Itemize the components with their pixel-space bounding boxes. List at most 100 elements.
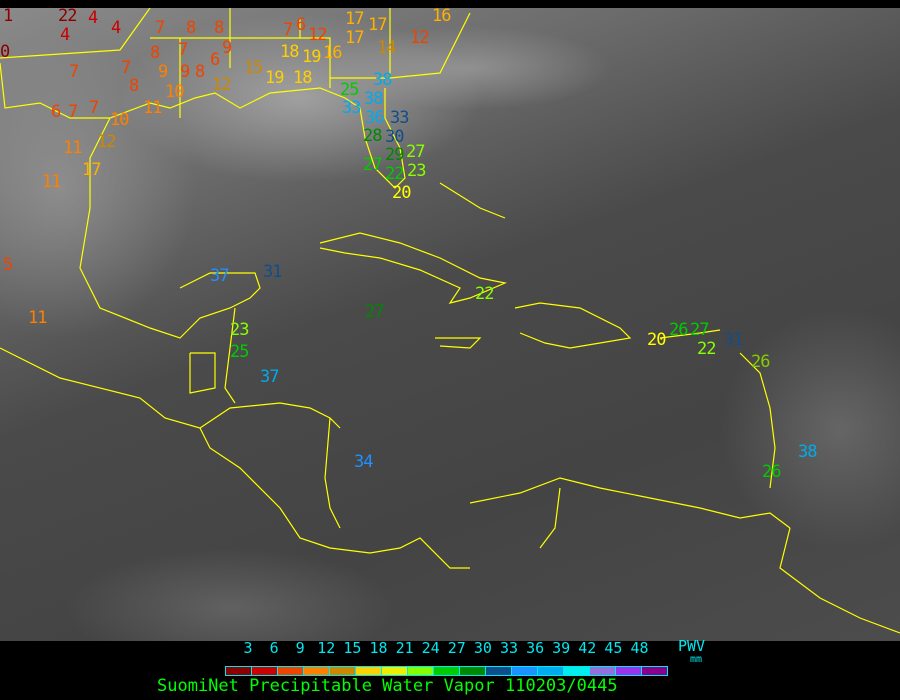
- legend-unit-mm: mm: [690, 654, 703, 665]
- station-pwv-label: 16: [323, 43, 343, 63]
- station-pwv-label: 20: [647, 330, 667, 350]
- coastline: [389, 12, 471, 79]
- station-pwv-label: 37: [210, 266, 230, 286]
- station-pwv-label: 16: [432, 8, 452, 26]
- coastline: [319, 232, 508, 304]
- station-pwv-label: 34: [354, 452, 374, 472]
- station-pwv-label: 7: [121, 58, 131, 78]
- legend-swatch: [486, 667, 512, 675]
- station-pwv-label: 26: [762, 462, 782, 482]
- station-pwv-label: 11: [42, 172, 62, 192]
- coastline: [324, 417, 341, 529]
- station-pwv-label: 7: [69, 62, 79, 82]
- station-pwv-label: 7: [89, 98, 99, 118]
- station-pwv-label: 37: [260, 367, 280, 387]
- legend-swatch: [278, 667, 304, 675]
- coastline: [0, 347, 470, 569]
- legend-swatch: [590, 667, 616, 675]
- station-pwv-label: 29: [385, 145, 405, 165]
- legend-swatch: [616, 667, 642, 675]
- legend-tick-label: 24: [421, 639, 440, 657]
- station-pwv-label: 8: [195, 62, 205, 82]
- station-pwv-label: 12: [308, 25, 328, 45]
- coastlines: [0, 8, 900, 634]
- station-pwv-label: 17: [345, 9, 365, 29]
- legend-tick-label: 18: [369, 639, 388, 657]
- station-pwv-label: 33: [390, 108, 410, 128]
- station-pwv-label: 5: [3, 255, 13, 275]
- satellite-image: 1 22 4 4 4 0 7 8 8 7 9 8 7 7 9 9 8 6 8 10 12 15 19 18 6 7 7 10 11 12 1…: [0, 8, 900, 641]
- image-title: SuomiNet Precipitable Water Vapor 110203…: [157, 676, 618, 696]
- station-pwv-label: 17: [368, 15, 388, 35]
- station-pwv-label: 33: [342, 98, 362, 118]
- legend-swatch: [252, 667, 278, 675]
- station-pwv-label: 7: [178, 40, 188, 60]
- coastline: [79, 117, 261, 339]
- station-pwv-label: 26: [669, 320, 689, 340]
- station-pwv-label: 23: [407, 161, 427, 181]
- legend-tick-label: 39: [552, 639, 571, 657]
- station-pwv-label: 25: [340, 80, 360, 100]
- station-pwv-label: 28: [363, 126, 383, 146]
- station-pwv-label: 17: [82, 160, 102, 180]
- station-pwv-label: 18: [280, 42, 300, 62]
- station-pwv-label: 18: [293, 68, 313, 88]
- legend-tick-label: 30: [473, 639, 492, 657]
- station-pwv-label: 38: [798, 442, 818, 462]
- station-pwv-label: 12: [97, 132, 117, 152]
- legend-swatch: [460, 667, 486, 675]
- color-legend: 3 6 9 12 15 18 21 24 27 30 33 36 39 42 45 48 PWV mm Suo…: [0, 639, 900, 700]
- legend-tick-label: 3: [243, 639, 253, 657]
- legend-tick-label: 42: [578, 639, 597, 657]
- station-pwv-label: 7: [68, 102, 78, 122]
- station-pwv-label: 27: [406, 142, 426, 162]
- legend-swatch: [226, 667, 252, 675]
- station-pwv-label: 8: [214, 18, 224, 38]
- station-pwv-label: 22: [385, 164, 405, 184]
- station-pwv-label: 9: [158, 62, 168, 82]
- station-pwv-label: 8: [150, 43, 160, 63]
- station-pwv-label: 0: [0, 42, 10, 62]
- station-pwv-label: 27: [363, 155, 383, 175]
- legend-tick-label: 48: [630, 639, 649, 657]
- station-pwv-label: 31: [724, 330, 744, 350]
- station-pwv-label: 38: [373, 70, 393, 90]
- legend-swatch: [538, 667, 564, 675]
- legend-tick-label: 45: [604, 639, 623, 657]
- station-pwv-label: 30: [385, 127, 405, 147]
- coastline: [0, 62, 361, 119]
- legend-swatch: [408, 667, 434, 675]
- legend-swatch: [434, 667, 460, 675]
- station-pwv-label: 22: [697, 339, 717, 359]
- coastline: [539, 487, 561, 549]
- legend-swatch: [512, 667, 538, 675]
- coastline: [779, 527, 900, 634]
- station-pwv-label: 38: [364, 89, 384, 109]
- legend-tick-label: 21: [395, 639, 414, 657]
- station-pwv-label: 27: [690, 320, 710, 340]
- station-pwv-label: 14: [377, 38, 397, 58]
- station-pwv-label: 4: [88, 8, 98, 28]
- coastline: [435, 337, 482, 349]
- station-pwv-label: 22: [475, 284, 495, 304]
- legend-color-bar: [225, 666, 668, 676]
- legend-swatch: [564, 667, 590, 675]
- station-pwv-label: 6: [296, 15, 306, 35]
- station-pwv-label: 6: [210, 50, 220, 70]
- station-pwv-label: 10: [110, 110, 130, 130]
- station-pwv-label: 6: [51, 102, 61, 122]
- legend-tick-label: 12: [317, 639, 336, 657]
- coastline: [439, 182, 506, 219]
- station-pwv-label: 31: [263, 262, 283, 282]
- station-pwv-label: 11: [28, 308, 48, 328]
- station-pwv-label: 9: [180, 62, 190, 82]
- coastline: [0, 8, 151, 59]
- legend-swatch: [382, 667, 408, 675]
- coastline: [659, 329, 721, 339]
- coastline: [469, 477, 791, 529]
- station-pwv-label: 19: [265, 68, 285, 88]
- station-pwv-label: 19: [302, 47, 322, 67]
- coastline: [189, 352, 216, 394]
- station-pwv-label: 11: [63, 138, 83, 158]
- station-pwv-label: 8: [129, 76, 139, 96]
